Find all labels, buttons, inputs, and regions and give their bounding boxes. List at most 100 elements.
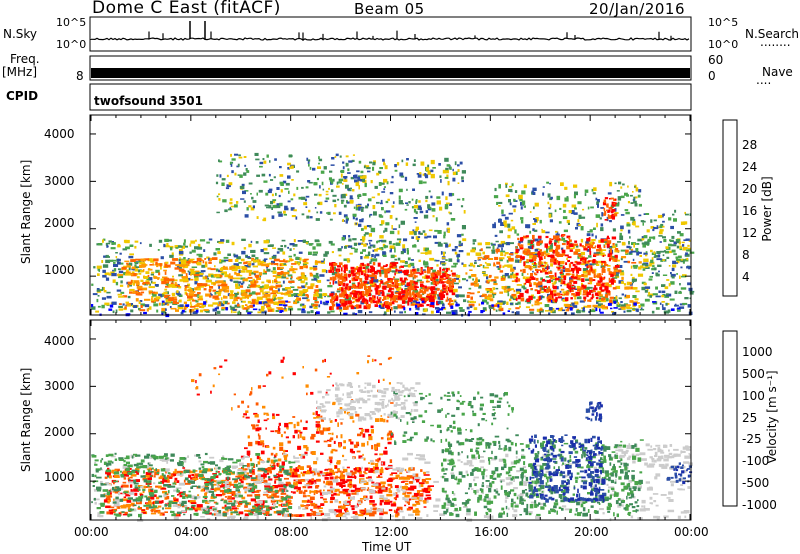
heatmap-cell [499,291,503,294]
heatmap-cell [425,481,429,484]
heatmap-cell [687,247,691,250]
heatmap-cell [180,312,184,315]
heatmap-cell [340,479,346,482]
heatmap-cell [115,252,118,254]
heatmap-cell [614,208,617,212]
heatmap-cell [109,304,114,308]
heatmap-cell [117,243,120,246]
heatmap-cell [620,186,623,189]
heatmap-cell [319,211,323,214]
heatmap-cell [280,245,283,247]
heatmap-cell [98,289,103,291]
heatmap-cell [588,264,590,267]
heatmap-cell [397,304,402,309]
heatmap-cell [501,209,504,214]
heatmap-cell [133,282,136,286]
heatmap-cell [104,302,110,306]
heatmap-cell [552,289,557,293]
heatmap-cell [97,295,100,297]
heatmap-cell [501,247,503,251]
heatmap-cell [471,301,476,304]
heatmap-cell [623,283,627,286]
heatmap-cell [369,513,375,517]
heatmap-cell [108,498,111,502]
heatmap-cell [316,279,318,282]
heatmap-cell [159,475,165,478]
heatmap-cell [372,166,375,171]
heatmap-cell [530,240,533,244]
heatmap-cell [409,293,412,298]
heatmap-cell [211,479,215,483]
heatmap-cell [620,214,625,216]
heatmap-cell [383,230,385,233]
heatmap-cell [514,296,517,299]
heatmap-cell [389,279,393,283]
heatmap-cell [570,247,575,250]
heatmap-cell [546,245,548,249]
heatmap-cell [339,276,344,280]
heatmap-cell [241,183,245,186]
heatmap-cell [304,471,311,475]
heatmap-cell [323,480,325,484]
heatmap-cell [644,241,650,245]
heatmap-cell [591,270,596,274]
heatmap-cell [448,280,452,284]
heatmap-cell [468,287,472,290]
heatmap-cell [375,290,378,293]
heatmap-cell [440,179,442,183]
heatmap-cell [668,243,672,247]
heatmap-cell [287,162,291,166]
heatmap-cell [339,484,346,487]
heatmap-cell [586,265,590,269]
heatmap-cell [582,268,588,271]
heatmap-cell [504,254,506,257]
heatmap-cell [633,200,637,204]
heatmap-cell [287,274,293,277]
heatmap-cell [595,275,598,277]
heatmap-cell [342,282,346,287]
heatmap-cell [156,265,159,268]
heatmap-cell [552,285,557,290]
heatmap-cell [392,265,395,268]
heatmap-cell [298,286,302,289]
heatmap-cell [401,297,406,301]
heatmap-cell [126,269,129,273]
heatmap-cell [250,302,255,305]
cpid-panel-frame [89,83,692,111]
heatmap-cell [372,205,376,210]
heatmap-cell [680,260,685,263]
heatmap-cell [508,253,514,256]
heatmap-cell [382,251,386,255]
heatmap-cell [359,498,366,500]
heatmap-cell [300,293,306,297]
heatmap-cell [398,266,401,269]
heatmap-cell [610,307,613,310]
heatmap-cell [274,281,281,284]
heatmap-cell [253,477,261,481]
heatmap-cell [255,275,259,278]
heatmap-cell [546,298,550,301]
heatmap-cell [243,292,246,294]
heatmap-cell [380,280,384,284]
heatmap-cell [498,184,501,189]
heatmap-cell [141,264,148,266]
heatmap-cell [641,242,646,245]
heatmap-cell [517,248,520,252]
heatmap-cell [262,219,266,222]
heatmap-cell [417,306,420,311]
heatmap-cell [357,180,359,183]
heatmap-cell [610,204,614,209]
heatmap-cell [419,294,423,299]
heatmap-cell [169,254,174,258]
heatmap-cell [611,236,617,240]
heatmap-cell [576,285,580,289]
heatmap-cell [587,246,590,249]
heatmap-cell [419,281,424,284]
heatmap-cell [374,468,379,471]
heatmap-cell [235,283,239,287]
heatmap-cell [145,482,152,485]
heatmap-cell [662,274,668,276]
heatmap-cell [665,246,669,249]
heatmap-cell [254,152,259,156]
heatmap-cell [424,297,429,301]
